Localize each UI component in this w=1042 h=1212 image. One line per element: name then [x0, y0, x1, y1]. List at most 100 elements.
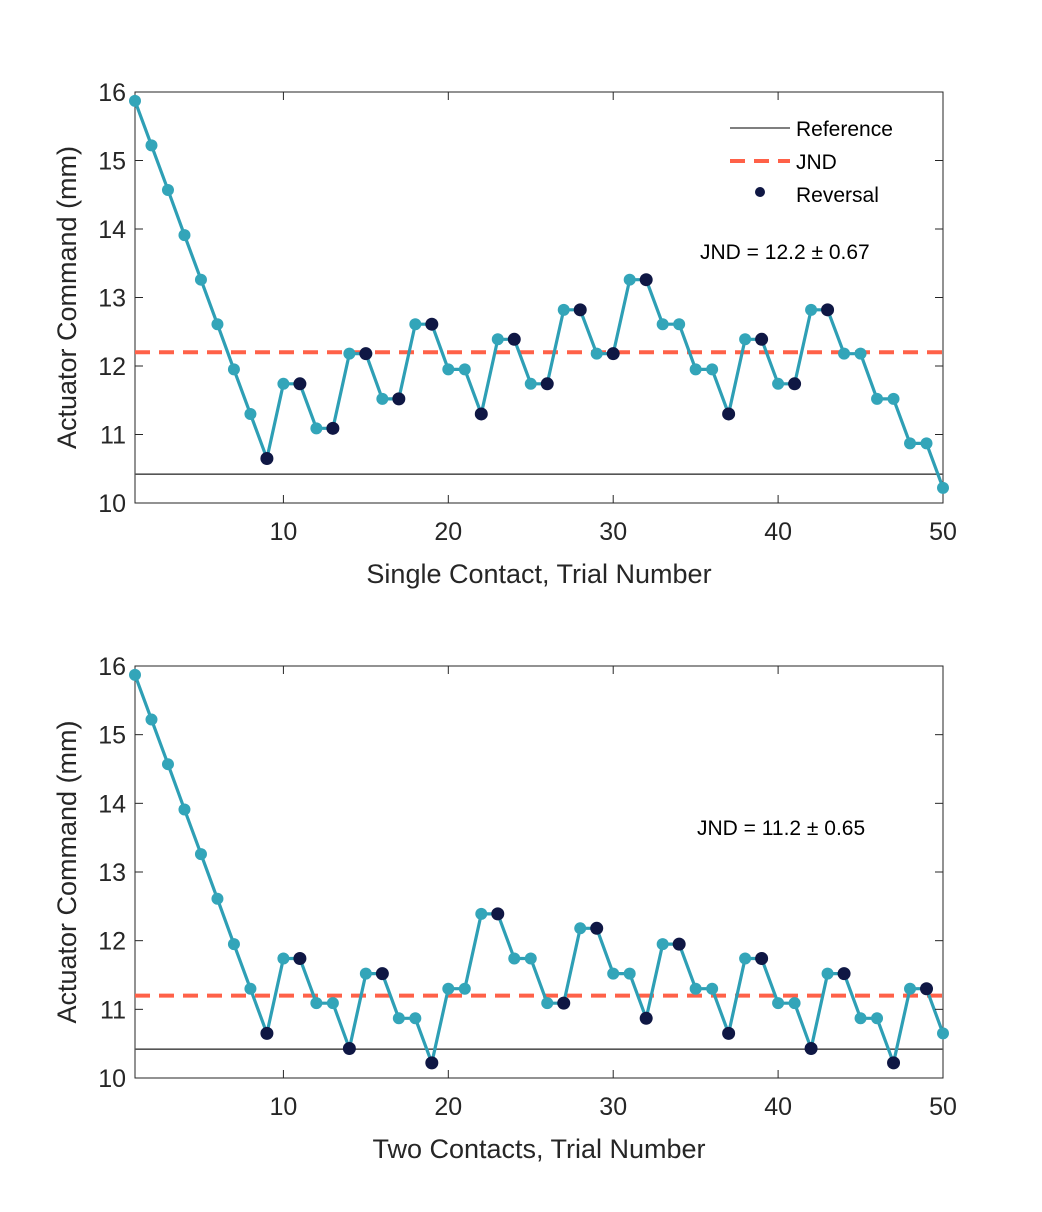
data-point: [211, 318, 224, 331]
x-axis-label: Two Contacts, Trial Number: [372, 1134, 705, 1164]
data-point: [491, 333, 504, 346]
legend: Reference JND Reversal: [730, 118, 893, 207]
data-point: [129, 668, 141, 681]
legend-reversal-swatch: [755, 187, 765, 197]
data-point: [821, 967, 834, 980]
y-tick-label: 15: [98, 722, 126, 750]
legend-reference-label: Reference: [796, 118, 893, 141]
data-point: [458, 363, 471, 376]
y-tick-label: 16: [98, 79, 126, 107]
x-tick-label: 30: [599, 1093, 627, 1121]
reversal-point: [342, 1041, 356, 1055]
chart-two-contacts: 10 20 30 40 50 10 11 12 13 14 15 16 Two Contacts, T…: [52, 653, 957, 1164]
reversal-point: [425, 317, 439, 331]
data-point: [904, 437, 917, 450]
data-point: [194, 848, 207, 861]
series-line: [133, 674, 945, 1065]
reversal-point: [260, 1026, 274, 1040]
reversal-point: [755, 332, 769, 346]
data-point: [409, 1012, 422, 1025]
y-tick-label: 13: [98, 859, 126, 887]
data-point: [524, 377, 537, 390]
data-point: [772, 997, 785, 1010]
data-point: [788, 997, 801, 1010]
data-point: [689, 363, 702, 376]
reversal-point: [392, 392, 406, 406]
data-point: [689, 982, 702, 995]
data-point: [656, 318, 669, 331]
data-point: [706, 982, 719, 995]
reversal-point: [359, 347, 373, 361]
x-tick-label: 20: [434, 518, 462, 546]
data-point: [739, 333, 752, 346]
data-point: [524, 952, 537, 965]
reversal-point: [507, 332, 521, 346]
legend-jnd-label: JND: [796, 151, 837, 174]
data-point: [376, 392, 389, 405]
data-point: [508, 952, 521, 965]
y-tick-label: 14: [98, 216, 126, 244]
reversal-point: [804, 1041, 818, 1055]
reversal-point: [887, 1056, 901, 1070]
data-point: [623, 967, 636, 980]
y-tick-label: 13: [98, 285, 126, 313]
jnd-annotation: JND = 11.2 ± 0.65: [697, 817, 865, 840]
x-tick-label: 40: [764, 518, 792, 546]
reversal-point: [837, 967, 851, 981]
data-point: [937, 1027, 949, 1040]
data-point: [129, 94, 141, 107]
data-point: [194, 273, 207, 286]
data-point: [656, 938, 669, 951]
y-tick-label: 11: [100, 996, 126, 1024]
data-point: [161, 758, 174, 771]
data-point: [904, 982, 917, 995]
data-point: [871, 392, 884, 405]
data-point: [326, 997, 339, 1010]
data-point: [392, 1012, 405, 1025]
reversal-point: [326, 421, 340, 435]
y-tick-label: 16: [98, 653, 126, 681]
reversal-point: [260, 451, 274, 465]
y-tick-label: 10: [98, 490, 126, 518]
reversal-point: [639, 273, 653, 287]
y-tick-label: 11: [100, 422, 126, 450]
data-point: [277, 952, 290, 965]
reversal-point: [590, 921, 604, 935]
reversal-point: [540, 377, 554, 391]
data-point: [590, 347, 603, 360]
data-point: [838, 347, 851, 360]
data-point: [458, 982, 471, 995]
data-point: [409, 318, 422, 331]
data-point: [574, 922, 587, 935]
reversal-point: [920, 982, 934, 996]
data-point: [244, 982, 257, 995]
data-point: [805, 303, 818, 316]
data-point: [145, 713, 158, 726]
y-axis-label: Actuator Command (mm): [52, 720, 82, 1023]
data-point: [244, 407, 257, 420]
plot-area: [134, 91, 944, 504]
reversal-point: [722, 1026, 736, 1040]
data-point: [359, 967, 372, 980]
reversal-point: [425, 1056, 439, 1070]
data-point: [623, 273, 636, 286]
data-point: [854, 347, 867, 360]
reversal-point: [606, 347, 620, 361]
x-tick-label: 40: [764, 1093, 792, 1121]
data-point: [920, 437, 933, 450]
reversal-point: [788, 377, 802, 391]
data-point: [871, 1012, 884, 1025]
reversal-point: [293, 952, 307, 966]
x-tick-label: 20: [434, 1093, 462, 1121]
x-axis-label: Single Contact, Trial Number: [366, 559, 711, 589]
reversal-point: [755, 952, 769, 966]
reversal-point: [491, 907, 505, 921]
reversal-point: [293, 377, 307, 391]
x-tick-label: 10: [270, 1093, 298, 1121]
data-point: [475, 907, 488, 920]
legend-reversal-label: Reversal: [796, 184, 879, 207]
data-point: [178, 803, 191, 816]
chart-single-contact: 10 20 30 40 50 10 11 12 13 14 15 16 Single Contact,…: [52, 79, 957, 589]
data-point: [310, 997, 323, 1010]
